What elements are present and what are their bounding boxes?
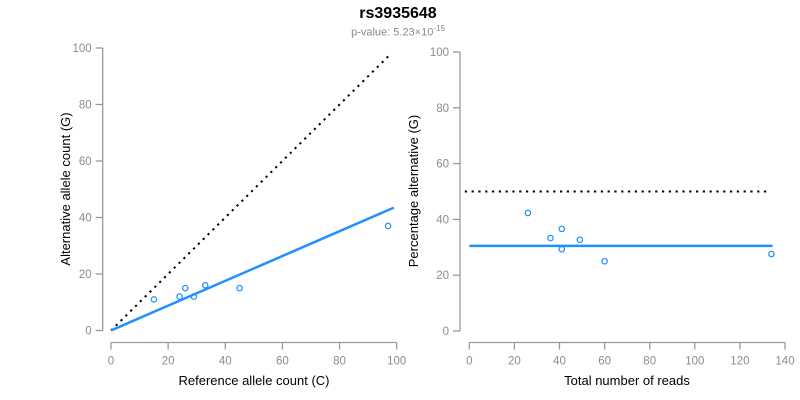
right-yaxis-label: Percentage alternative (G) <box>406 114 421 268</box>
pvalue-exponent: -15 <box>433 24 445 33</box>
data-point <box>576 236 584 244</box>
y-tick-label: 100 <box>430 47 449 59</box>
y-tick-label: 0 <box>443 326 449 338</box>
x-tick-label: 60 <box>276 356 289 368</box>
data-point <box>176 293 183 300</box>
y-tick-label: 40 <box>79 213 92 225</box>
plot-title: rs3935648 <box>359 5 437 22</box>
data-point <box>201 281 209 289</box>
x-tick-label: 120 <box>730 356 749 368</box>
data-point <box>524 209 532 217</box>
y-tick-label: 20 <box>436 270 449 282</box>
pvalue-text: p-value: 5.23×10 <box>351 26 434 39</box>
x-tick-label: 100 <box>685 356 704 368</box>
y-tick-label: 60 <box>79 156 92 168</box>
right-xaxis-label: Total number of reads <box>564 373 690 388</box>
y-tick-label: 0 <box>85 326 91 338</box>
data-point <box>384 222 392 230</box>
x-tick-label: 20 <box>162 356 175 368</box>
x-tick-label: 0 <box>466 356 472 368</box>
x-tick-label: 140 <box>775 356 794 368</box>
data-point <box>558 245 566 253</box>
plot-subtitle: p-value: 5.23×10-15 <box>0 24 796 39</box>
fit-line <box>110 206 395 332</box>
identity-50pct-line <box>110 52 392 332</box>
x-tick-label: 80 <box>643 356 656 368</box>
left-yaxis-label: Alternative allele count (G) <box>58 112 73 266</box>
data-point <box>558 225 566 233</box>
x-tick-label: 40 <box>219 356 232 368</box>
data-point <box>150 296 158 303</box>
x-tick-label: 60 <box>598 356 611 368</box>
x-tick-label: 40 <box>553 356 566 368</box>
x-tick-label: 100 <box>387 356 406 368</box>
data-point <box>181 284 189 292</box>
data-point <box>601 257 608 265</box>
data-point <box>547 234 554 242</box>
left-xaxis-label: Reference allele count (C) <box>178 373 330 388</box>
y-tick-label: 20 <box>79 269 92 281</box>
data-point <box>236 284 243 292</box>
y-tick-label: 100 <box>73 43 92 55</box>
data-point <box>190 293 198 300</box>
y-tick-label: 60 <box>436 159 449 171</box>
y-tick-label: 80 <box>436 103 449 115</box>
y-tick-label: 80 <box>79 100 92 112</box>
data-point <box>768 250 775 258</box>
x-tick-label: 0 <box>108 356 114 368</box>
x-tick-label: 80 <box>333 356 346 368</box>
x-tick-label: 20 <box>508 356 521 368</box>
y-tick-label: 40 <box>436 214 449 226</box>
